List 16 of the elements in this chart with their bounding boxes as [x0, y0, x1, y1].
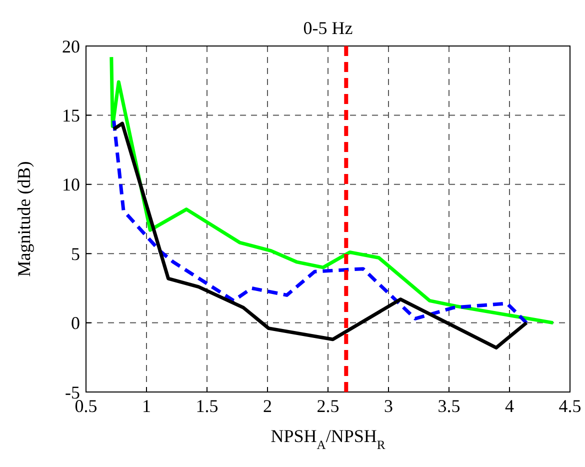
x-tick-label: 1 [142, 396, 151, 416]
x-tick-label: 3.5 [438, 396, 460, 416]
chart-title: 0-5 Hz [303, 18, 353, 38]
y-tick-label: 0 [71, 313, 80, 334]
x-tick-label: 2.5 [316, 396, 340, 416]
y-axis-title: Magnitude (dB) [14, 161, 34, 277]
y-tick-label: 20 [62, 36, 80, 56]
x-tick-label: 1.5 [196, 396, 218, 416]
y-tick-label: 15 [62, 106, 80, 126]
y-tick-label: 5 [71, 244, 80, 264]
x-tick-label: 4 [505, 396, 514, 416]
x-tick-label: 3 [384, 396, 393, 416]
x-axis-title: NPSH$_{A}$/NPSH$_{R}$ [270, 426, 386, 452]
x-tick-label: 2 [263, 396, 272, 416]
x-tick-label: 4.5 [558, 396, 582, 416]
y-tick-label: 10 [62, 174, 80, 195]
